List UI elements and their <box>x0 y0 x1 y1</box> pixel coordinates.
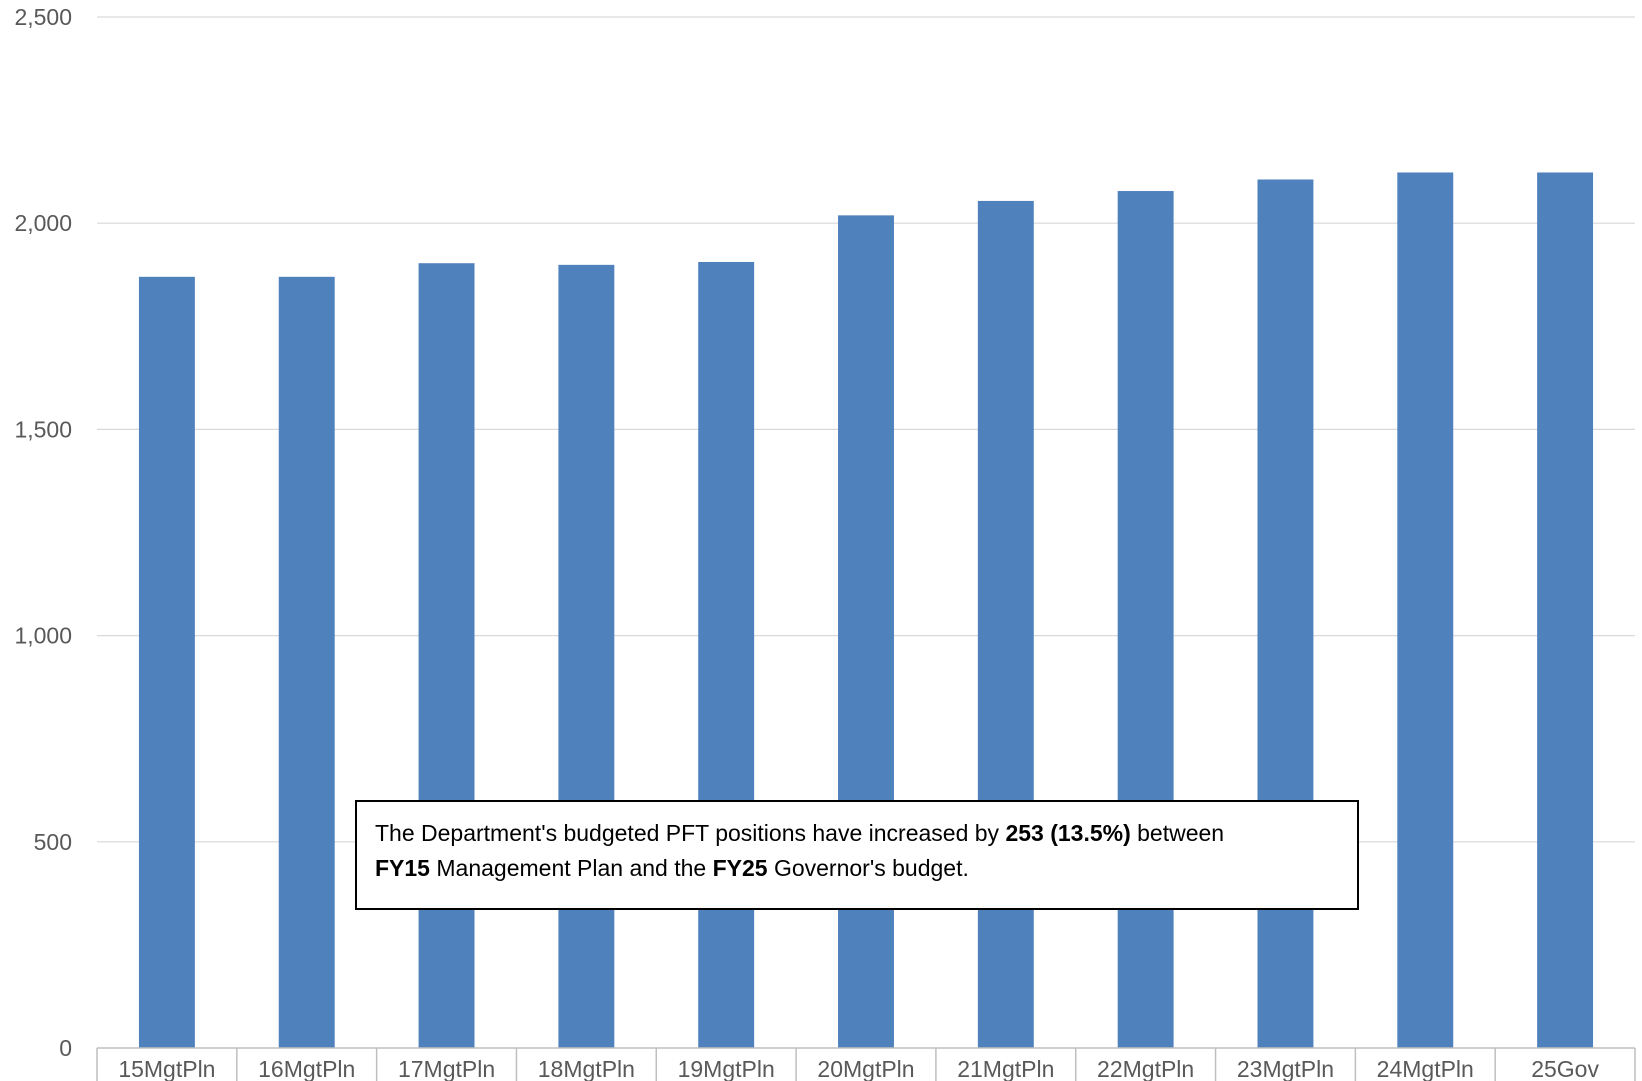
annotation-fy25: FY25 <box>712 855 768 881</box>
annotation-box: The Department's budgeted PFT positions … <box>355 800 1359 910</box>
bar <box>1117 191 1174 1048</box>
y-tick-label: 0 <box>59 1035 72 1061</box>
y-tick-label: 1,000 <box>14 623 72 649</box>
bar <box>558 264 615 1048</box>
x-tick-label: 25Gov <box>1531 1056 1599 1081</box>
annotation-fy15: FY15 <box>375 855 430 881</box>
annotation-text-3: Management Plan and the <box>429 855 713 881</box>
y-tick-label: 500 <box>34 829 72 855</box>
x-tick-label: 18MgtPln <box>538 1056 635 1081</box>
x-tick-label: 21MgtPln <box>957 1056 1054 1081</box>
bar <box>698 261 755 1049</box>
annotation-text-4: Governor's budget. <box>767 855 969 881</box>
x-tick-label: 17MgtPln <box>398 1056 495 1081</box>
x-tick-label: 24MgtPln <box>1377 1056 1474 1081</box>
y-axis: 0 500 1,000 1,500 2,000 2,500 <box>14 4 72 1061</box>
x-tick-label: 15MgtPln <box>118 1056 215 1081</box>
x-tick-label: 22MgtPln <box>1097 1056 1194 1081</box>
bar <box>1257 179 1314 1048</box>
bar <box>1537 172 1594 1048</box>
bar <box>278 276 335 1048</box>
y-tick-label: 2,500 <box>14 4 72 30</box>
annotation-text-1: The Department's budgeted PFT positions … <box>375 820 1006 846</box>
y-tick-label: 2,000 <box>14 210 72 236</box>
x-axis: 15MgtPln 16MgtPln 17MgtPln 18MgtPln 19MgtPln… <box>96 1047 1636 1081</box>
bars <box>138 172 1594 1049</box>
bar <box>838 215 894 1049</box>
x-tick-label: 23MgtPln <box>1237 1056 1334 1081</box>
annotation-text-2: between <box>1130 820 1225 846</box>
x-tick-label: 20MgtPln <box>817 1056 914 1081</box>
y-tick-label: 1,500 <box>14 416 72 442</box>
bar <box>977 200 1034 1048</box>
bar <box>418 263 475 1049</box>
x-tick-label: 16MgtPln <box>258 1056 355 1081</box>
bar <box>138 276 195 1048</box>
annotation-increase: 253 (13.5%) <box>1005 820 1131 846</box>
x-tick-label: 19MgtPln <box>678 1056 775 1081</box>
bar <box>1397 172 1454 1048</box>
